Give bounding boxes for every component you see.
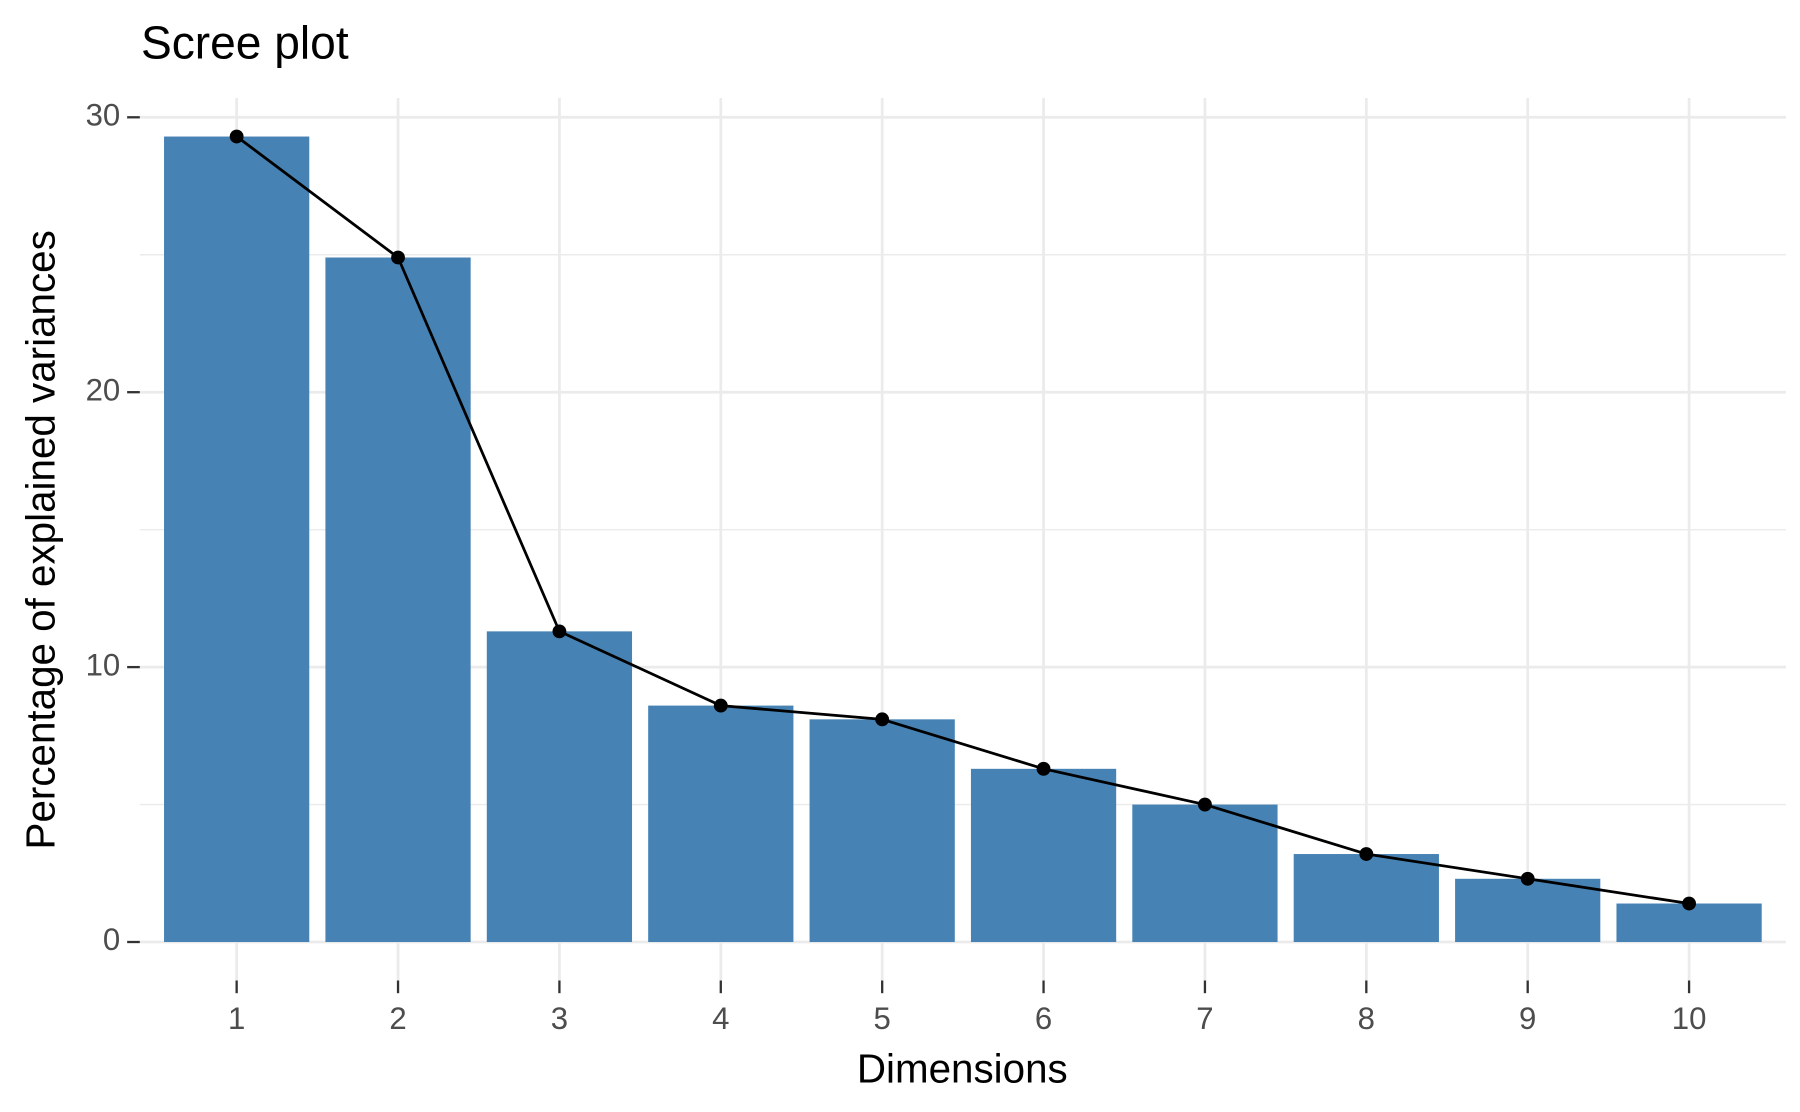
y-tick-label: 20 bbox=[86, 372, 121, 407]
x-tick-label: 2 bbox=[389, 1001, 406, 1036]
x-tick-label: 5 bbox=[874, 1001, 891, 1036]
point bbox=[713, 698, 728, 713]
point bbox=[552, 624, 567, 639]
y-tick-label: 30 bbox=[86, 98, 121, 133]
point bbox=[875, 712, 890, 727]
x-tick-label: 8 bbox=[1358, 1001, 1375, 1036]
trend-line bbox=[235, 135, 1690, 905]
y-tick-label: 10 bbox=[86, 647, 121, 682]
y-tick-label: 0 bbox=[103, 922, 120, 957]
point bbox=[391, 250, 405, 265]
bar bbox=[325, 257, 471, 943]
x-tick-label: 1 bbox=[228, 1001, 245, 1036]
y-axis-label: Percentage of explained variances bbox=[18, 230, 64, 849]
x-tick-label: 4 bbox=[712, 1001, 729, 1036]
x-tick-label: 9 bbox=[1519, 1001, 1536, 1036]
point bbox=[1682, 896, 1697, 911]
bar bbox=[809, 719, 955, 943]
point bbox=[1359, 847, 1374, 861]
bar bbox=[1293, 854, 1439, 943]
x-tick-label: 6 bbox=[1035, 1001, 1052, 1036]
bar bbox=[486, 631, 633, 943]
chart-title: Scree plot bbox=[141, 16, 349, 68]
x-axis-label: Dimensions bbox=[857, 1045, 1068, 1091]
point bbox=[229, 129, 244, 144]
bar bbox=[1132, 804, 1278, 943]
point bbox=[1198, 797, 1212, 812]
x-tick-label: 10 bbox=[1672, 1001, 1707, 1036]
x-tick-label: 3 bbox=[551, 1001, 568, 1036]
bar bbox=[164, 136, 310, 943]
point bbox=[1036, 761, 1051, 776]
bar bbox=[970, 768, 1117, 943]
point bbox=[1520, 871, 1535, 886]
bar bbox=[648, 705, 794, 943]
x-tick-label: 7 bbox=[1196, 1001, 1213, 1036]
bar bbox=[1455, 878, 1601, 943]
